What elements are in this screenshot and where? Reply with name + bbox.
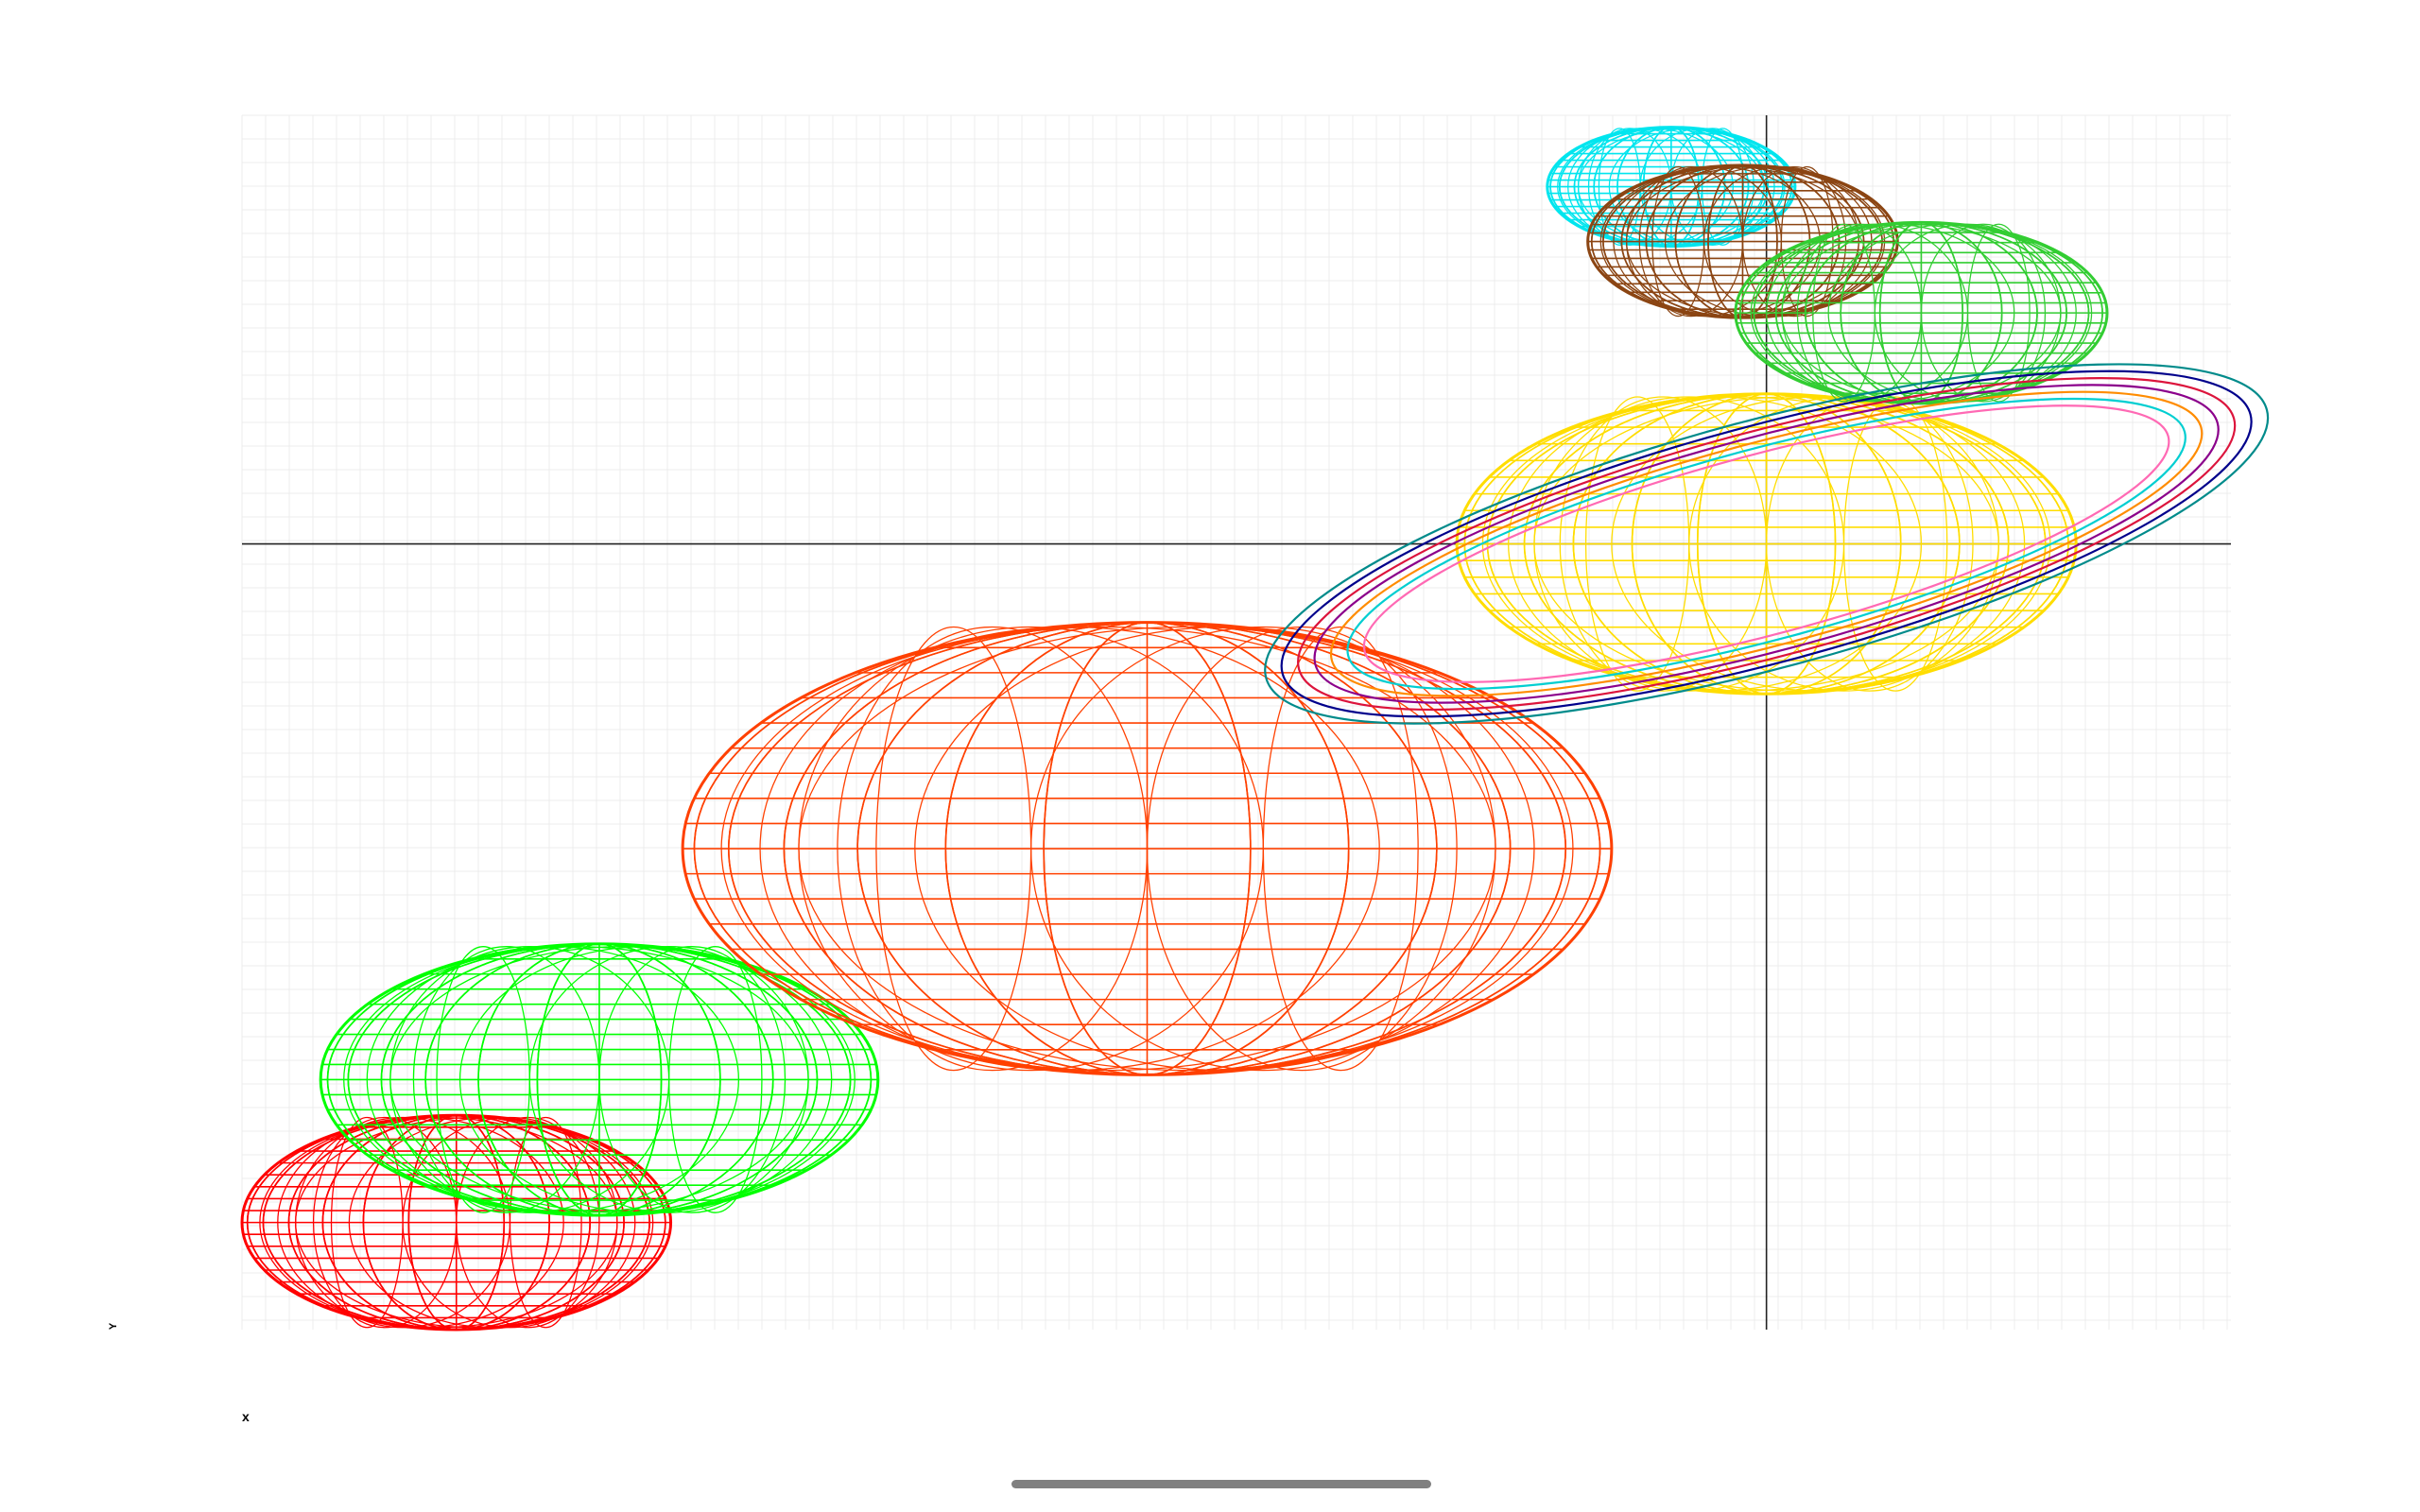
ring-7 [1264, 363, 2270, 725]
planet-5 [1546, 126, 1797, 249]
planet-arc [598, 946, 786, 1213]
planet-arc [343, 946, 809, 1213]
planet-3 [681, 621, 1614, 1076]
y-axis-label: Y [108, 1322, 120, 1331]
rings [1264, 363, 2270, 725]
ring-3 [1329, 390, 2204, 697]
ring-2 [1346, 397, 2187, 691]
home-indicator-bar[interactable] [1011, 1480, 1431, 1488]
planet-2 [319, 942, 880, 1217]
planet-outline [1546, 126, 1797, 249]
planets [240, 126, 2109, 1332]
planet-arc [1750, 223, 2062, 403]
planet-arc [1670, 128, 1754, 246]
ring-6 [1280, 369, 2253, 718]
planet-outline [1586, 163, 1899, 319]
planet-arc [720, 626, 1496, 1072]
planet-arc [798, 626, 1574, 1072]
ring-5 [1297, 377, 2237, 712]
planet-arc [1920, 223, 2047, 403]
planet-outline [319, 942, 880, 1217]
planet-outline [681, 621, 1614, 1076]
planet-1 [240, 1113, 673, 1332]
ring-1 [1362, 404, 2170, 683]
planet-6 [1586, 163, 1899, 319]
planet-7 [1734, 220, 2109, 405]
planet-outline [240, 1113, 673, 1332]
planet-outline [1455, 392, 2078, 696]
planet-outline [1734, 220, 2109, 405]
planet-arc [389, 946, 856, 1213]
x-axis-label: x [242, 1409, 250, 1424]
ring-4 [1313, 384, 2220, 704]
planet-arc [295, 1116, 654, 1329]
planet-arc [1781, 223, 2093, 403]
